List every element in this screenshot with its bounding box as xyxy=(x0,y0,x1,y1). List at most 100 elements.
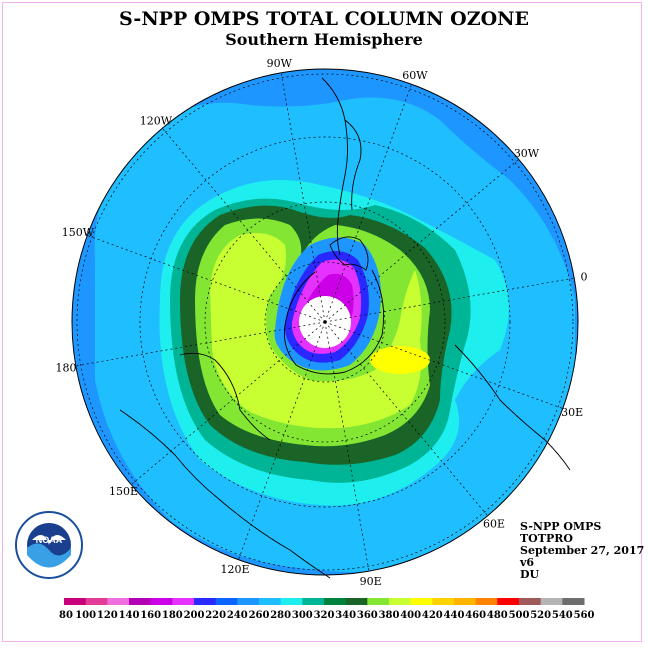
info-date: September 27, 2017 xyxy=(520,544,645,557)
colorbar-swatch xyxy=(324,598,347,605)
colorbar-tick-label: 180 xyxy=(162,610,183,621)
colorbar-tick-label: 500 xyxy=(509,610,530,621)
colorbar-swatch xyxy=(367,598,390,605)
graticule xyxy=(76,73,574,571)
colorbar-tick-label: 80 xyxy=(59,610,73,621)
map-subtitle: Southern Hemisphere xyxy=(225,30,423,49)
south-america-coast xyxy=(321,77,348,256)
colorbar-swatch xyxy=(475,598,498,605)
meridian-line xyxy=(324,321,563,409)
colorbar-tick-label: 420 xyxy=(422,610,443,621)
info-instrument: S-NPP OMPS xyxy=(520,520,602,533)
meridian-line xyxy=(87,235,326,323)
colorbar-tick-label: 480 xyxy=(487,610,508,621)
band-400-420 xyxy=(370,346,430,374)
colorbar-tick-label: 460 xyxy=(465,610,486,621)
colorbar-swatch xyxy=(562,598,585,605)
longitude-label: 60W xyxy=(402,69,428,82)
longitude-label: 0 xyxy=(581,270,588,283)
longitude-label: 30W xyxy=(514,147,540,160)
colorbar-tick-label: 260 xyxy=(249,610,270,621)
africa-coast xyxy=(454,344,571,471)
colorbar-tick-label: 240 xyxy=(227,610,248,621)
colorbar-tick-label: 520 xyxy=(530,610,551,621)
colorbar-swatch xyxy=(302,598,325,605)
colorbar-tick-label: 140 xyxy=(119,610,140,621)
colorbar-tick-label: 100 xyxy=(75,610,96,621)
map-boundary xyxy=(71,68,579,576)
noaa-logo: NOAA xyxy=(15,511,83,579)
meridian-line xyxy=(324,321,488,517)
colorbar-tick-label: 360 xyxy=(357,610,378,621)
colorbar-swatch xyxy=(345,598,368,605)
colorbar-tick-label: 160 xyxy=(140,610,161,621)
noaa-logo-text: NOAA xyxy=(36,535,63,545)
colorbar-swatch xyxy=(280,598,303,605)
coastlines xyxy=(119,77,571,579)
colorbar-swatch xyxy=(85,598,108,605)
antarctica-coast xyxy=(283,269,385,375)
colorbar-swatch xyxy=(519,598,542,605)
info-product: TOTPRO xyxy=(520,532,573,545)
colorbar-swatch xyxy=(237,598,260,605)
meridian-line xyxy=(162,127,326,323)
longitude-label: 150E xyxy=(109,485,138,498)
colorbar-swatch xyxy=(497,598,520,605)
ozone-field xyxy=(72,69,578,575)
meridian-line xyxy=(130,321,326,485)
meridian-line xyxy=(75,321,326,367)
colorbar-tick-label: 120 xyxy=(97,610,118,621)
meridian-line xyxy=(280,72,326,323)
colorbar-tick-label: 300 xyxy=(292,610,313,621)
colorbar-swatch xyxy=(172,598,195,605)
meridian-line xyxy=(324,84,412,323)
colorbar-swatch xyxy=(410,598,433,605)
longitude-label: 30E xyxy=(561,406,583,419)
colorbar-swatch xyxy=(64,598,87,605)
colorbar-tick-label: 400 xyxy=(400,610,421,621)
longitude-label: 150W xyxy=(62,226,95,239)
antarctic-peninsula xyxy=(329,236,369,271)
meridian-line xyxy=(324,321,370,572)
australia-coast xyxy=(119,409,331,579)
colorbar-swatch xyxy=(454,598,477,605)
band-380-400 xyxy=(210,232,422,429)
longitude-label: 120E xyxy=(221,563,250,576)
colorbar-tick-label: 340 xyxy=(335,610,356,621)
longitude-label: 90E xyxy=(360,575,382,588)
info-units: DU xyxy=(520,568,540,581)
colorbar-swatch xyxy=(432,598,455,605)
longitude-label: 60E xyxy=(483,517,505,530)
colorbar-tick-label: 280 xyxy=(270,610,291,621)
colorbar-swatch xyxy=(129,598,152,605)
colorbar-tick-label: 320 xyxy=(314,610,335,621)
colorbar-swatches xyxy=(64,598,585,605)
meridians xyxy=(75,72,575,572)
south-america-coast-east xyxy=(344,119,362,211)
colorbar-swatch xyxy=(150,598,173,605)
longitude-label: 90W xyxy=(267,57,293,70)
colorbar-tick-label: 200 xyxy=(184,610,205,621)
meridian-line xyxy=(238,321,326,560)
new-zealand-coast xyxy=(179,352,271,441)
longitude-label: 120W xyxy=(140,115,173,128)
colorbar-tick-label: 540 xyxy=(552,610,573,621)
colorbar-tick-label: 440 xyxy=(444,610,465,621)
meridian-line xyxy=(324,159,520,323)
colorbar-swatch xyxy=(259,598,282,605)
meridian-line xyxy=(324,277,575,323)
colorbar-swatch xyxy=(540,598,563,605)
longitude-labels: 90W 60W 30W 0 30E 60E 90E 120E 150E 180 150W 120W xyxy=(55,57,587,588)
map-title: S-NPP OMPS TOTAL COLUMN OZONE xyxy=(119,8,529,30)
colorbar-swatch xyxy=(215,598,238,605)
colorbar-tick-labels: 80 100 120 140 160 180 200 220 240 260 280 300 320 34… xyxy=(59,610,594,621)
image-frame xyxy=(2,2,642,642)
info-version: v6 xyxy=(520,556,535,569)
colorbar-tick-label: 220 xyxy=(205,610,226,621)
colorbar-tick-label: 560 xyxy=(574,610,595,621)
colorbar-swatch xyxy=(107,598,130,605)
colorbar-swatch xyxy=(389,598,412,605)
colorbar-tick-label: 380 xyxy=(379,610,400,621)
